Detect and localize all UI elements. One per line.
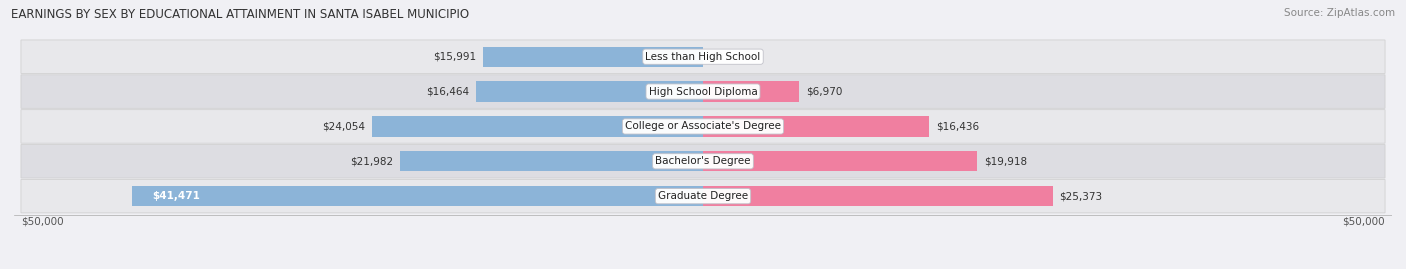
FancyBboxPatch shape (21, 179, 1385, 213)
FancyBboxPatch shape (21, 144, 1385, 178)
Text: $21,982: $21,982 (350, 156, 394, 166)
Text: $41,471: $41,471 (152, 191, 200, 201)
Bar (401, 151, 703, 171)
Bar (482, 47, 703, 67)
Bar (703, 186, 1053, 206)
Text: EARNINGS BY SEX BY EDUCATIONAL ATTAINMENT IN SANTA ISABEL MUNICIPIO: EARNINGS BY SEX BY EDUCATIONAL ATTAINMEN… (11, 8, 470, 21)
Text: $50,000: $50,000 (1343, 216, 1385, 226)
Bar (703, 82, 799, 102)
Bar (703, 116, 929, 137)
Text: $16,464: $16,464 (426, 87, 470, 97)
Text: Bachelor's Degree: Bachelor's Degree (655, 156, 751, 166)
FancyBboxPatch shape (21, 40, 1385, 73)
Text: $15,991: $15,991 (433, 52, 475, 62)
Text: College or Associate's Degree: College or Associate's Degree (626, 121, 780, 132)
Text: High School Diploma: High School Diploma (648, 87, 758, 97)
Text: $19,918: $19,918 (984, 156, 1028, 166)
Text: $50,000: $50,000 (21, 216, 63, 226)
FancyBboxPatch shape (21, 75, 1385, 108)
Bar (132, 186, 703, 206)
Text: $6,970: $6,970 (806, 87, 842, 97)
Text: Source: ZipAtlas.com: Source: ZipAtlas.com (1284, 8, 1395, 18)
Text: $24,054: $24,054 (322, 121, 364, 132)
Bar (703, 151, 977, 171)
Text: $0: $0 (710, 52, 723, 62)
FancyBboxPatch shape (21, 110, 1385, 143)
Bar (477, 82, 703, 102)
Text: Graduate Degree: Graduate Degree (658, 191, 748, 201)
Text: Less than High School: Less than High School (645, 52, 761, 62)
Text: $16,436: $16,436 (936, 121, 980, 132)
Bar (371, 116, 703, 137)
Text: $25,373: $25,373 (1060, 191, 1102, 201)
